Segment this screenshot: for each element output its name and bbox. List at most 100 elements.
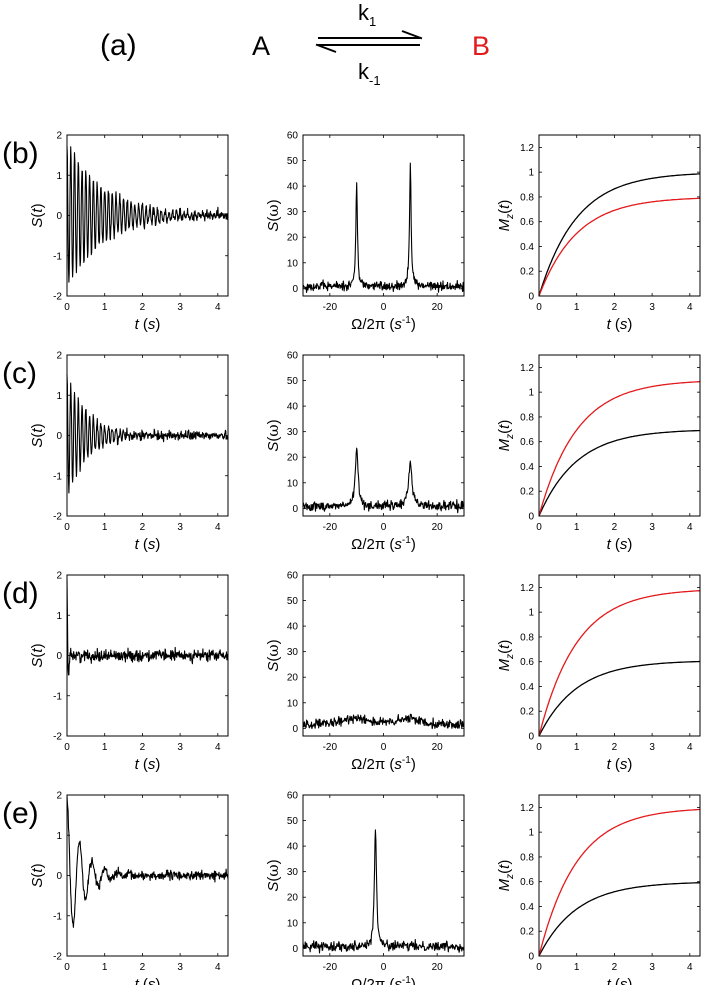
y-tick-label: -2 [53,732,62,743]
y-axis-label: S(t) [29,423,46,447]
chart-spectrum: -20 0 20 0 10 20 30 40 50 60 Ω/2π (s-1) S(ω) [264,571,465,773]
signal-trace [66,374,229,494]
axes-box [302,354,465,517]
y-tick-label: 0.2 [520,927,534,938]
x-tick-label: 3 [649,962,655,973]
x-tick-label: 2 [140,962,146,973]
y-tick-label: 0.8 [520,412,534,423]
x-tick-label: 20 [432,742,444,753]
x-tick-label: 2 [140,522,146,533]
x-axis-label: t (s) [607,756,633,773]
y-axis-label: Mz(t) [496,200,516,232]
y-tick-label: 0 [56,431,62,442]
series-line-A [538,173,700,297]
y-tick-label: 50 [287,596,299,607]
x-tick-label: 0 [536,962,542,973]
y-axis-label: S(ω) [264,639,282,671]
x-tick-label: 3 [649,522,655,533]
y-tick-label: 40 [287,182,299,193]
chart-spectrum: -20 0 20 0 10 20 30 40 50 60 Ω/2π (s-1) S(ω) [264,791,465,985]
x-axis-label: t (s) [607,976,633,985]
x-axis-label: t (s) [135,316,161,333]
y-tick-label: 1 [528,828,534,839]
y-tick-label: 0 [292,724,298,735]
y-tick-label: 20 [287,673,299,684]
y-tick-label: 2 [56,131,62,142]
rate-constant-forward: k1 [358,0,376,29]
y-tick-label: 40 [287,402,299,413]
x-tick-label: 1 [102,522,108,533]
y-tick-label: 0.8 [520,852,534,863]
y-tick-label: 20 [287,453,299,464]
y-tick-label: 0.6 [520,217,534,228]
x-tick-label: 1 [574,962,580,973]
chart-magnetization: 0 1 2 3 4 0 0.2 0.4 0.6 0.8 1 1.2 t (s) Mz(t) [496,794,701,985]
y-tick-label: 1.2 [520,363,534,374]
x-tick-label: 0 [536,742,542,753]
x-tick-label: 4 [215,962,221,973]
y-tick-label: 10 [287,918,299,929]
x-tick-label: 3 [177,522,183,533]
y-axis-label: S(t) [29,643,46,667]
panel-label-row: (d) [2,577,39,610]
x-tick-label: 4 [687,742,693,753]
y-tick-label: 0 [56,651,62,662]
y-tick-label: 0.8 [520,192,534,203]
x-tick-label: 4 [687,302,693,313]
y-tick-label: 30 [287,427,299,438]
x-tick-label: 4 [215,522,221,533]
chart-magnetization: 0 1 2 3 4 0 0.2 0.4 0.6 0.8 1 1.2 t (s) Mz(t) [496,134,701,333]
species-b-label: B [472,31,490,61]
spectrum-trace [302,447,465,514]
x-tick-label: 0 [64,742,70,753]
chart-spectrum: -20 0 20 0 10 20 30 40 50 60 Ω/2π (s-1) S(ω) [264,351,465,553]
panel-label-a: (a) [100,29,137,62]
y-tick-label: -1 [53,691,62,702]
y-tick-label: -1 [53,251,62,262]
x-tick-label: 0 [381,742,387,753]
y-tick-label: 1 [528,608,534,619]
x-tick-label: 20 [432,962,444,973]
y-tick-label: 0.6 [520,437,534,448]
y-tick-label: 1 [528,388,534,399]
y-tick-label: 0.6 [520,657,534,668]
x-tick-label: 0 [381,962,387,973]
y-tick-label: 0 [528,292,534,303]
chart-time-signal: 0 1 2 3 4 -2 -1 0 1 2 t (s) S(t) [29,351,229,553]
axes-box [302,134,465,297]
x-tick-label: 20 [432,522,444,533]
y-tick-label: 1.2 [520,583,534,594]
y-tick-label: 0.4 [520,462,534,473]
x-tick-label: 1 [574,522,580,533]
y-tick-label: 10 [287,478,299,489]
y-tick-label: 0.8 [520,632,534,643]
chart-time-signal: 0 1 2 3 4 -2 -1 0 1 2 t (s) S(t) [29,131,229,333]
y-tick-label: 1 [56,611,62,622]
series-line-B [538,381,700,517]
x-tick-label: 4 [687,522,693,533]
chart-magnetization: 0 1 2 3 4 0 0.2 0.4 0.6 0.8 1 1.2 t (s) Mz(t) [496,574,701,773]
spectrum-trace [302,162,465,293]
panel-label-row: (b) [2,137,39,170]
y-tick-label: 0 [528,952,534,963]
x-axis-label: t (s) [135,756,161,773]
y-tick-label: 50 [287,816,299,827]
chart-time-signal: 0 1 2 3 4 -2 -1 0 1 2 t (s) S(t) [29,571,229,773]
reverse-arrow [315,43,420,53]
x-tick-label: 20 [432,302,444,313]
y-tick-label: 60 [287,571,299,582]
y-tick-label: 60 [287,131,299,142]
y-tick-label: 40 [287,842,299,853]
x-tick-label: 2 [612,522,618,533]
x-tick-label: 2 [140,742,146,753]
y-tick-label: 20 [287,233,299,244]
spectrum-trace [302,829,465,954]
y-tick-label: 30 [287,207,299,218]
y-axis-label: S(ω) [264,859,282,891]
x-tick-label: 0 [536,302,542,313]
y-tick-label: 40 [287,622,299,633]
y-tick-label: 2 [56,571,62,582]
y-tick-label: 0 [56,871,62,882]
axes-box [538,574,701,737]
x-tick-label: 1 [574,742,580,753]
